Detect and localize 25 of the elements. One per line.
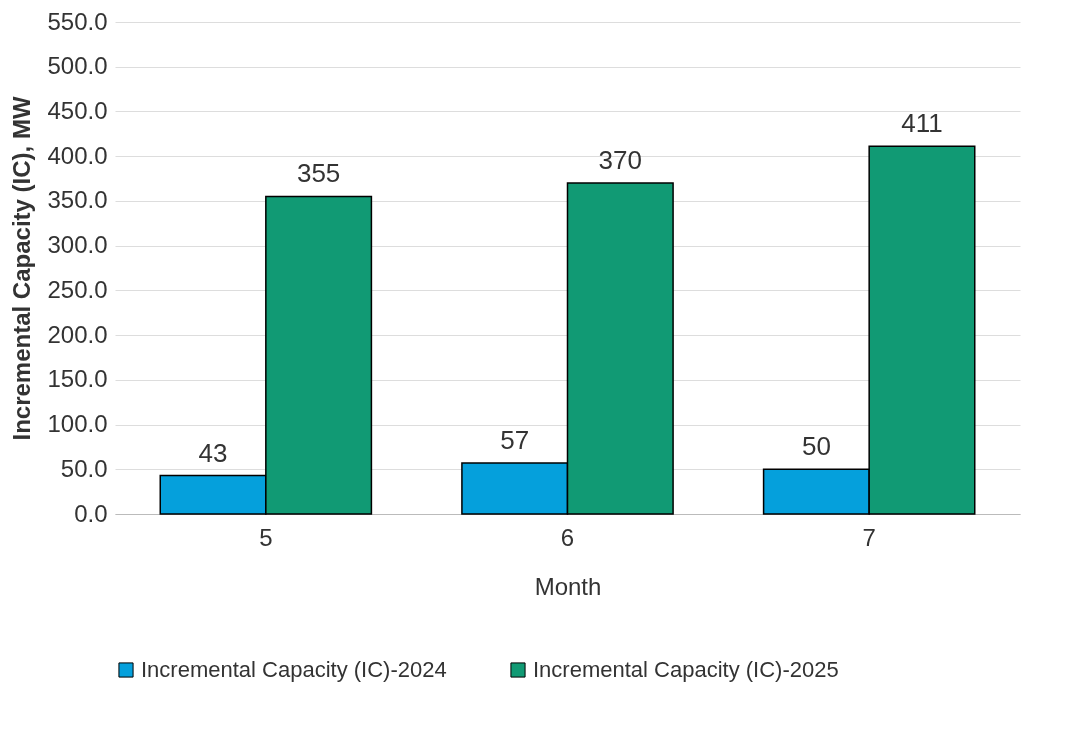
- data-label: 411: [901, 108, 943, 139]
- legend-label: Incremental Capacity (IC)-2025: [533, 657, 839, 682]
- data-label: 355: [296, 158, 341, 189]
- x-tick-label: 6: [560, 523, 575, 551]
- y-tick-label: 350.0: [47, 186, 108, 214]
- data-label: 50: [801, 431, 831, 462]
- y-tick-label: 550.0: [47, 7, 108, 35]
- y-tick-label: 500.0: [47, 52, 108, 80]
- y-tick-label: 0.0: [74, 499, 108, 527]
- x-tick-label: 5: [259, 523, 273, 551]
- y-tick-label: 450.0: [47, 96, 108, 124]
- data-label: 57: [500, 425, 530, 456]
- y-tick-label: 250.0: [47, 275, 108, 303]
- data-label: 43: [198, 437, 228, 468]
- y-tick-label: 50.0: [60, 454, 108, 482]
- y-axis-title: Incremental Capacity (IC), MW: [8, 96, 36, 441]
- legend-label: Incremental Capacity (IC)-2024: [141, 657, 447, 682]
- y-tick-label: 200.0: [47, 320, 108, 348]
- y-tick-label: 400.0: [47, 141, 108, 169]
- x-tick-label: 7: [862, 523, 876, 551]
- y-tick-label: 150.0: [47, 365, 108, 393]
- data-label: 370: [598, 145, 642, 176]
- y-tick-label: 300.0: [47, 231, 108, 259]
- y-tick-label: 100.0: [47, 410, 108, 438]
- x-axis-title: Month: [534, 572, 602, 600]
